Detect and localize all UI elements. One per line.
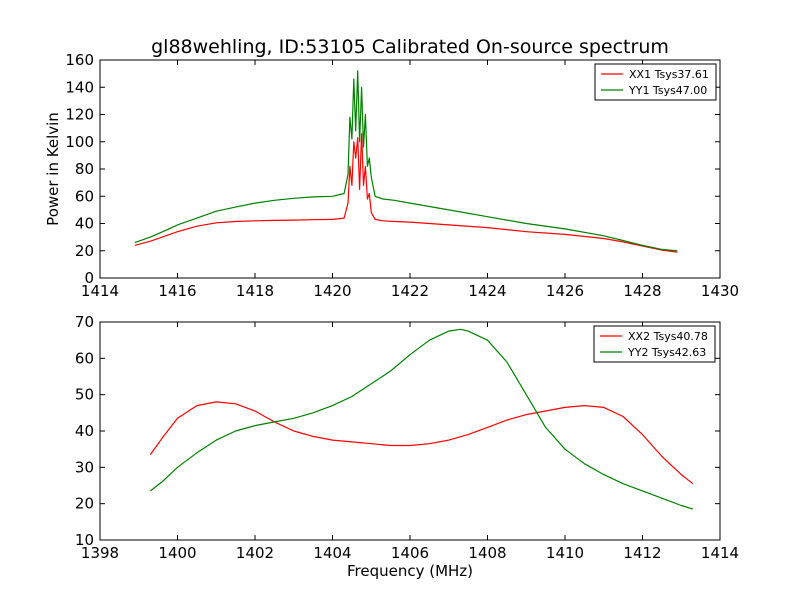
top-xtick-label: 1416 (158, 282, 196, 300)
bottom-ytick-label: 40 (75, 422, 94, 440)
top-xtick-label: 1424 (468, 282, 506, 300)
top-ytick-label: 60 (75, 187, 94, 205)
top-plot-ylabel: Power in Kelvin (44, 112, 62, 226)
top-series-line-green (134, 70, 678, 252)
bottom-xtick-label: 1398 (81, 544, 119, 562)
bottom-plot-ticks: 1398 1400 1402 1404 1406 1408 1410 1412 1414 10 20… (75, 313, 739, 562)
bottom-xtick-label: 1414 (701, 544, 739, 562)
top-xtick-label: 1426 (546, 282, 584, 300)
top-xtick-label: 1430 (701, 282, 739, 300)
bottom-xtick-label: 1412 (623, 544, 661, 562)
top-ytick-label: 140 (65, 78, 94, 96)
top-legend-label: XX1 Tsys37.61 (629, 68, 709, 81)
bottom-ytick-label: 70 (75, 313, 94, 331)
bottom-series-line-green (150, 328, 694, 510)
top-series-line-red (134, 133, 678, 253)
top-ytick-label: 0 (84, 269, 94, 287)
top-ytick-label: 40 (75, 215, 94, 233)
top-plot-series (134, 70, 678, 253)
top-ytick-label: 160 (65, 51, 94, 69)
bottom-legend-label: XX2 Tsys40.78 (628, 330, 708, 343)
top-ytick-label: 120 (65, 106, 94, 124)
bottom-series-line-red (149, 401, 694, 485)
bottom-ytick-label: 60 (75, 349, 94, 367)
bottom-ytick-label: 20 (75, 495, 94, 513)
bottom-xtick-label: 1402 (236, 544, 274, 562)
bottom-plot: 1398 1400 1402 1404 1406 1408 1410 1412 1414 10 20… (75, 313, 739, 580)
bottom-ytick-label: 30 (75, 458, 94, 476)
bottom-plot-series (149, 328, 694, 510)
top-xtick-label: 1428 (623, 282, 661, 300)
top-legend-box (594, 63, 717, 101)
bottom-xtick-label: 1404 (313, 544, 351, 562)
bottom-legend-label: YY2 Tsys42.63 (627, 346, 706, 359)
bottom-plot-xlabel: Frequency (MHz) (347, 562, 473, 580)
top-plot: 1414 1416 1418 1420 1422 1424 1426 1428 1430 0 20 4… (44, 51, 739, 300)
bottom-ytick-label: 50 (75, 386, 94, 404)
top-legend-label: YY1 Tsys47.00 (628, 84, 707, 97)
top-plot-legend: XX1 Tsys37.61 YY1 Tsys47.00 (594, 63, 717, 101)
bottom-xtick-label: 1408 (468, 544, 506, 562)
top-plot-ticks: 1414 1416 1418 1420 1422 1424 1426 1428 1430 0 20 4… (65, 51, 739, 300)
bottom-plot-legend: XX2 Tsys40.78 YY2 Tsys42.63 (593, 325, 716, 363)
bottom-ytick-label: 10 (75, 531, 94, 549)
bottom-legend-box (593, 325, 716, 363)
top-ytick-label: 20 (75, 242, 94, 260)
bottom-xtick-label: 1410 (546, 544, 584, 562)
top-xtick-label: 1422 (391, 282, 429, 300)
top-xtick-label: 1414 (81, 282, 119, 300)
top-ytick-label: 80 (75, 160, 94, 178)
top-xtick-label: 1418 (236, 282, 274, 300)
top-ytick-label: 100 (65, 133, 94, 151)
bottom-xtick-label: 1400 (158, 544, 196, 562)
top-xtick-label: 1420 (313, 282, 351, 300)
figure-title: gl88wehling, ID:53105 Calibrated On-sour… (151, 36, 669, 58)
bottom-xtick-label: 1406 (391, 544, 429, 562)
